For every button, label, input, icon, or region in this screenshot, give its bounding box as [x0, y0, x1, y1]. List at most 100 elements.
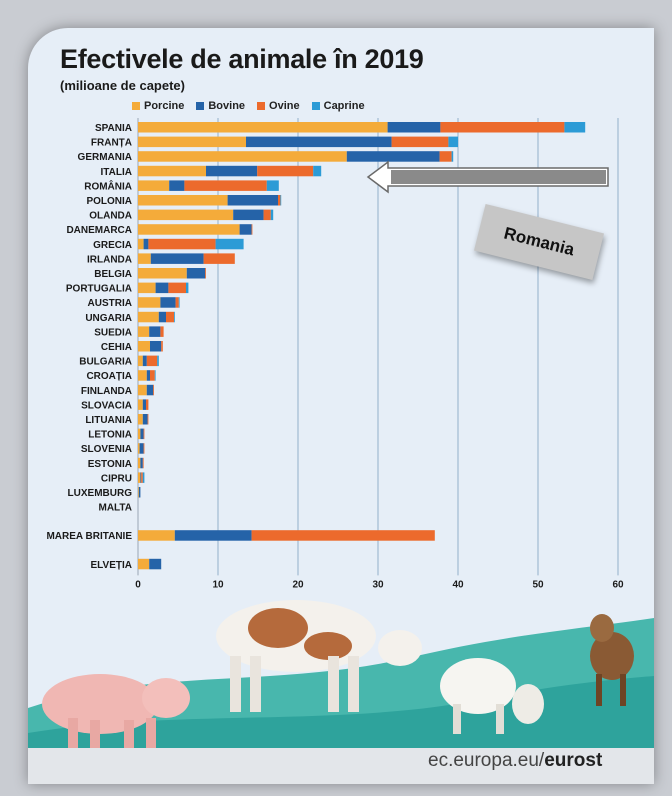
category-label: SPANIA — [95, 123, 132, 134]
bar-segment-bovine — [158, 311, 166, 323]
legend-swatch — [311, 102, 320, 110]
bar-segment-caprine — [154, 370, 156, 381]
bar-segment-ovine — [150, 370, 155, 381]
bar-segment-porcine — [138, 341, 150, 352]
category-label: OLANDA — [89, 211, 132, 222]
category-label: ITALIA — [101, 167, 132, 178]
bar-segment-ovine — [263, 209, 271, 221]
bar-segment-caprine — [270, 209, 274, 221]
category-label: LUXEMBURG — [68, 488, 133, 499]
bar-segment-ovine — [440, 122, 565, 133]
bar-segment-porcine — [138, 326, 150, 337]
category-label: SLOVACIA — [81, 400, 132, 411]
category-label: LITUANIA — [85, 415, 132, 426]
bar-segment-porcine — [138, 224, 240, 235]
legend-label: Porcine — [144, 100, 185, 112]
bar-segment-bovine — [138, 487, 141, 498]
bar-segment-caprine — [451, 151, 454, 162]
category-label: FINLANDA — [81, 386, 132, 397]
bar-segment-caprine — [266, 180, 279, 191]
category-label: GERMANIA — [78, 152, 132, 163]
category-label: SUEDIA — [94, 327, 132, 338]
x-tick-label: 30 — [372, 579, 384, 590]
bar-segment-porcine — [138, 443, 140, 454]
bar-segment-caprine — [178, 297, 180, 308]
x-tick-label: 0 — [135, 579, 141, 590]
bar-segment-ovine — [251, 224, 253, 235]
category-label: POLONIA — [86, 196, 132, 207]
bar-segment-porcine — [138, 180, 170, 191]
bar-segment-porcine — [138, 487, 139, 498]
bar-segment-bovine — [150, 341, 162, 352]
bar-segment-bovine — [149, 558, 162, 570]
bar-segment-caprine — [448, 136, 458, 148]
bar-segment-porcine — [138, 253, 151, 264]
bar-segment-ovine — [203, 253, 235, 264]
bar-segment-bovine — [139, 443, 144, 454]
footer-band — [28, 748, 654, 784]
bar-segment-caprine — [174, 311, 175, 323]
category-label: CIPRU — [101, 473, 132, 484]
bar-segment-porcine — [138, 297, 161, 308]
x-tick-label: 40 — [452, 579, 464, 590]
bar-segment-bovine — [387, 122, 441, 133]
category-label: LETONIA — [88, 430, 132, 441]
bar-segment-caprine — [142, 472, 145, 483]
bar-segment-porcine — [138, 399, 143, 410]
bar-segment-ovine — [142, 457, 144, 469]
bar-segment-porcine — [138, 558, 150, 570]
bar-segment-bovine — [155, 282, 169, 294]
bar-segment-bovine — [149, 326, 161, 337]
bar-segment-bovine — [142, 355, 147, 367]
bar-segment-bovine — [143, 238, 149, 250]
category-label: SLOVENIA — [81, 444, 132, 455]
bar-segment-porcine — [138, 151, 347, 162]
bar-segment-ovine — [184, 180, 267, 191]
bar-segment-bovine — [346, 151, 440, 162]
bar-segment-caprine — [215, 238, 244, 250]
chart-title: Efectivele de animale în 2019 — [60, 44, 424, 74]
bar-segment-ovine — [146, 355, 158, 367]
bar-segment-ovine — [166, 311, 174, 323]
bar-segment-porcine — [138, 238, 144, 250]
bar-segment-porcine — [138, 311, 159, 323]
category-label: ELVEȚIA — [91, 560, 132, 571]
legend-swatch — [132, 102, 140, 110]
bar-segment-ovine — [143, 443, 145, 454]
bar-segment-porcine — [138, 122, 388, 133]
bar-segment-ovine — [147, 414, 149, 425]
bar-segment-bovine — [142, 414, 148, 425]
bar-segment-ovine — [391, 136, 449, 148]
legend-item-porcine: Porcine — [132, 100, 184, 112]
goat-icon — [590, 614, 634, 706]
category-label: DANEMARCA — [66, 225, 132, 236]
bar-segment-bovine — [246, 136, 392, 148]
category-label: CEHIA — [101, 342, 132, 353]
bar-segment-ovine — [205, 268, 206, 279]
bar-segment-ovine — [175, 297, 179, 308]
category-label: UNGARIA — [85, 313, 132, 324]
legend-swatch — [257, 102, 266, 110]
bar-segment-bovine — [146, 384, 154, 396]
legend-item-ovine: Ovine — [257, 100, 300, 112]
bar-segment-ovine — [148, 238, 216, 250]
legend-swatch — [196, 102, 205, 110]
bar-segment-bovine — [233, 209, 264, 221]
bar-segment-ovine — [278, 195, 281, 206]
legend-label: Bovine — [208, 100, 246, 112]
infographic-card: Efectivele de animale în 2019 (milioane … — [28, 28, 654, 784]
category-label: FRANȚA — [91, 138, 132, 149]
source-brand: eurost — [544, 750, 603, 771]
legend-item-caprine: Caprine — [311, 100, 365, 112]
bar-segment-bovine — [146, 370, 150, 381]
x-tick-label: 20 — [292, 579, 304, 590]
bar-segment-caprine — [313, 165, 322, 177]
category-label: MAREA BRITANIE — [46, 531, 132, 542]
bar-segment-bovine — [206, 165, 258, 177]
bar-segment-ovine — [153, 384, 154, 396]
bar-segment-porcine — [138, 384, 147, 396]
chart-subtitle: (milioane de capete) — [60, 78, 185, 93]
cow-icon — [216, 600, 422, 712]
arrow-pointer — [366, 160, 609, 194]
